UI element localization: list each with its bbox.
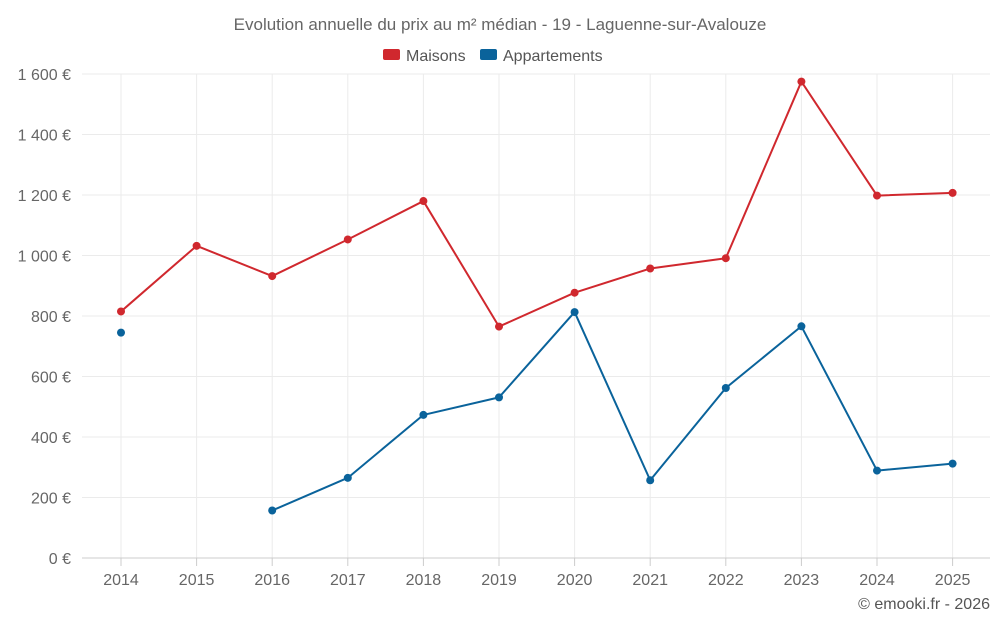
y-tick-label: 600 € xyxy=(31,370,71,387)
y-tick-label: 1 600 € xyxy=(18,67,71,84)
data-point[interactable] xyxy=(495,322,503,331)
x-tick-label: 2025 xyxy=(935,572,971,589)
data-point[interactable] xyxy=(419,410,428,419)
data-point[interactable] xyxy=(873,466,881,475)
data-point[interactable] xyxy=(797,322,806,331)
data-point[interactable] xyxy=(646,476,655,485)
data-point[interactable] xyxy=(948,188,957,197)
x-tick-label: 2016 xyxy=(254,572,290,589)
x-tick-label: 2017 xyxy=(330,572,366,589)
data-point[interactable] xyxy=(721,383,730,392)
data-point[interactable] xyxy=(419,197,428,206)
data-point[interactable] xyxy=(343,235,352,244)
legend-label: Appartements xyxy=(503,48,603,65)
legend-swatch xyxy=(480,49,497,60)
y-tick-label: 0 € xyxy=(49,551,71,568)
x-axis: 2014 2015 2016 2017 2018 2019 2020 2021 2022 2023… xyxy=(103,558,970,589)
x-tick-label: 2019 xyxy=(481,572,517,589)
x-tick-label: 2021 xyxy=(632,572,668,589)
data-point[interactable] xyxy=(948,459,957,468)
y-tick-label: 800 € xyxy=(31,309,71,326)
series-group xyxy=(117,77,957,515)
data-point[interactable] xyxy=(570,288,579,297)
y-tick-label: 1 200 € xyxy=(18,188,71,205)
x-tick-label: 2020 xyxy=(557,572,593,589)
data-point[interactable] xyxy=(192,241,201,250)
x-tick-label: 2018 xyxy=(406,572,442,589)
legend-label: Maisons xyxy=(406,48,466,65)
legend-item-maisons[interactable]: Maisons xyxy=(383,48,466,65)
x-tick-label: 2014 xyxy=(103,572,139,589)
y-tick-label: 200 € xyxy=(31,491,71,508)
data-point[interactable] xyxy=(495,393,503,402)
x-tick-label: 2015 xyxy=(179,572,215,589)
data-point[interactable] xyxy=(117,307,125,316)
data-point[interactable] xyxy=(268,272,277,281)
y-tick-label: 1 400 € xyxy=(18,128,71,145)
credit-text: © emooki.fr - 2026 xyxy=(858,596,990,613)
data-point[interactable] xyxy=(797,77,806,86)
legend-swatch xyxy=(383,49,400,60)
legend[interactable]: Maisons Appartements xyxy=(383,48,603,65)
chart-title: Evolution annuelle du prix au m² médian … xyxy=(234,15,767,34)
x-gridlines xyxy=(120,74,954,558)
x-tick-label: 2022 xyxy=(708,572,744,589)
series-appartements xyxy=(117,308,957,515)
x-tick-label: 2023 xyxy=(784,572,820,589)
series-maisons xyxy=(117,77,957,331)
y-tick-label: 1 000 € xyxy=(18,249,71,266)
data-point[interactable] xyxy=(268,506,277,515)
y-axis: 0 € 200 € 400 € 600 € 800 € 1 000 € 1 200 € 1 4… xyxy=(18,67,71,568)
y-tick-label: 400 € xyxy=(31,430,71,447)
legend-item-appartements[interactable]: Appartements xyxy=(480,48,603,65)
data-point[interactable] xyxy=(343,473,352,482)
data-point[interactable] xyxy=(117,328,125,337)
y-gridlines xyxy=(82,73,990,498)
x-tick-label: 2024 xyxy=(859,572,895,589)
data-point[interactable] xyxy=(646,264,655,273)
data-point[interactable] xyxy=(721,254,730,263)
data-point[interactable] xyxy=(873,191,881,200)
data-point[interactable] xyxy=(570,308,579,317)
series-line xyxy=(120,80,953,328)
series-line xyxy=(271,311,953,512)
